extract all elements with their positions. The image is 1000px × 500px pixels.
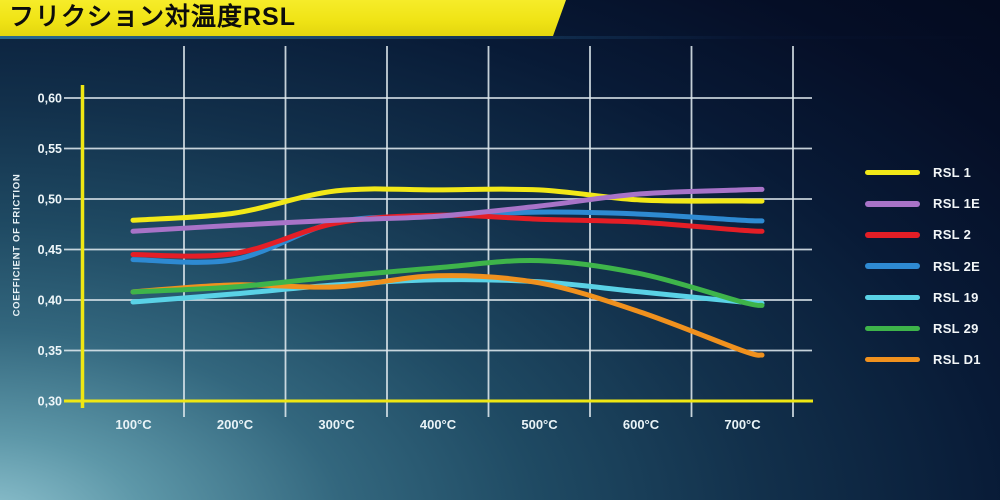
legend-swatch xyxy=(865,356,920,363)
y-tick-label: 0,60 xyxy=(38,92,62,106)
legend-item: RSL 1 xyxy=(865,157,981,188)
x-tick-label: 200°C xyxy=(217,417,254,432)
y-tick-label: 0,35 xyxy=(38,344,62,358)
x-tick-label: 400°C xyxy=(420,417,457,432)
legend-swatch xyxy=(865,232,920,238)
legend-swatch xyxy=(865,201,920,207)
legend-swatch xyxy=(865,294,920,301)
legend-label: RSL 2E xyxy=(933,258,981,274)
legend-swatch xyxy=(865,263,920,269)
x-tick-label: 300°C xyxy=(318,417,355,432)
legend-item: RSL D1 xyxy=(865,344,981,375)
y-tick-label: 0,50 xyxy=(38,193,62,207)
legend-label: RSL 2 xyxy=(933,227,972,243)
x-tick-label: 600°C xyxy=(623,417,660,432)
title-underline xyxy=(0,36,1000,39)
legend-item: RSL 2 xyxy=(865,219,981,250)
legend-label: RSL 1E xyxy=(933,196,981,212)
legend-label: RSL 19 xyxy=(933,289,979,305)
legend-label: RSL 29 xyxy=(933,321,979,337)
legend-label: RSL 1 xyxy=(933,165,972,181)
y-tick-label: 0,40 xyxy=(38,294,62,308)
legend-swatch xyxy=(865,169,920,176)
legend-item: RSL 1E xyxy=(865,188,981,219)
legend-swatch xyxy=(865,325,920,332)
y-tick-label: 0,55 xyxy=(38,142,62,156)
x-tick-label: 100°C xyxy=(115,417,152,432)
series-line-rsl-19 xyxy=(130,277,765,306)
legend-label: RSL D1 xyxy=(933,352,981,368)
series-line-rsl-1 xyxy=(130,186,765,223)
y-tick-label: 0,45 xyxy=(38,243,62,257)
y-tick-label: 0,30 xyxy=(38,395,62,409)
series-line-rsl-1e xyxy=(130,186,765,234)
legend-item: RSL 19 xyxy=(865,282,981,313)
x-tick-label: 700°C xyxy=(724,417,761,432)
series-line-rsl-2 xyxy=(130,212,765,259)
legend-item: RSL 29 xyxy=(865,313,981,344)
legend: RSL 1 RSL 1E RSL 2 RSL 2E RSL 19 RSL 29 RSL D1 xyxy=(865,157,981,375)
x-tick-label: 500°C xyxy=(521,417,558,432)
legend-item: RSL 2E xyxy=(865,251,981,282)
y-axis-title: COEFFICIENT OF FRICTION xyxy=(11,173,23,317)
title-bar: フリクション対温度RSL xyxy=(0,0,566,36)
page-title: フリクション対温度RSL xyxy=(9,3,297,31)
series-line-rsl-29 xyxy=(130,257,765,308)
